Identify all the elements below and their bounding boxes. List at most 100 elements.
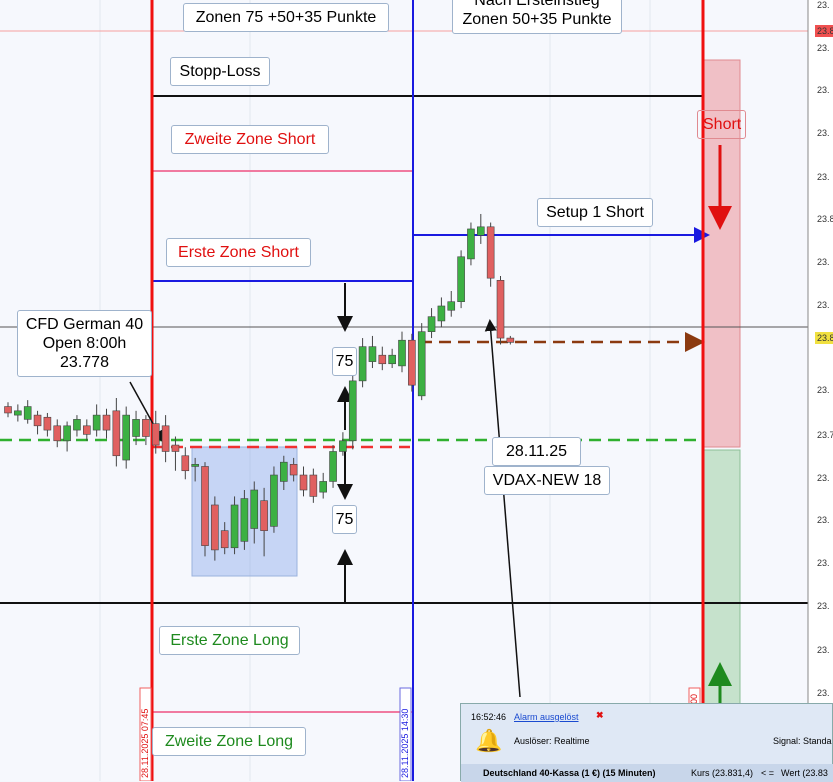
label-line: Nach Ersteinstieg bbox=[474, 0, 600, 9]
label-box: 75 bbox=[332, 505, 357, 534]
candle-body bbox=[417, 331, 426, 397]
candle-body bbox=[250, 489, 259, 529]
label-box: CFD German 40 Open 8:00h 23.778 bbox=[17, 310, 152, 377]
axis-label: 23. bbox=[817, 172, 830, 182]
axis-label: 23. bbox=[817, 601, 830, 611]
label-box: 75 bbox=[332, 347, 357, 376]
axis-label: 23.8 bbox=[817, 214, 833, 224]
candle-body bbox=[83, 425, 91, 435]
popup-value: Wert (23.83 bbox=[781, 768, 828, 778]
vertical-date: 28.11.2025 14:30 bbox=[400, 709, 410, 778]
axis-label: 23. bbox=[817, 558, 830, 568]
label-line: Zonen 50+35 Punkte bbox=[462, 11, 612, 28]
candle-body bbox=[23, 406, 32, 420]
axis-label: 23. bbox=[817, 0, 830, 10]
candle-body bbox=[92, 414, 101, 431]
popup-trigger: Auslöser: Realtime bbox=[514, 736, 590, 746]
label-box: Zweite Zone Short bbox=[171, 125, 329, 154]
candle-body bbox=[63, 425, 71, 442]
candle-body bbox=[408, 339, 416, 386]
axis-label: 23.8 bbox=[817, 26, 833, 36]
candle-body bbox=[506, 337, 515, 343]
candle-body bbox=[102, 414, 111, 431]
label-box: Short bbox=[697, 110, 746, 139]
axis-label: 23. bbox=[817, 128, 830, 138]
candle-body bbox=[496, 280, 505, 339]
candle-body bbox=[378, 354, 387, 365]
label-box: VDAX-NEW 18 bbox=[484, 466, 610, 495]
candle-body bbox=[33, 414, 42, 427]
candle-body bbox=[142, 419, 150, 437]
candle-body bbox=[329, 451, 337, 482]
candle-body bbox=[230, 504, 239, 549]
axis-label: 23. bbox=[817, 473, 830, 483]
candle-body bbox=[348, 380, 357, 442]
label-box: Zweite Zone Long bbox=[152, 727, 306, 756]
axis-label: 23. bbox=[817, 515, 830, 525]
candle-body bbox=[151, 423, 160, 446]
vertical-date: 28.11.2025 07:45 bbox=[140, 709, 150, 778]
axis-label: 23. bbox=[817, 43, 830, 53]
candle-body bbox=[319, 481, 328, 493]
status-bar bbox=[461, 764, 833, 782]
candle-body bbox=[260, 500, 268, 531]
candle-body bbox=[122, 414, 130, 461]
vertical-date: 00 bbox=[689, 694, 699, 704]
axis-label: 23. bbox=[817, 257, 830, 267]
candle-body bbox=[201, 466, 209, 546]
label-box: 28.11.25 bbox=[492, 437, 581, 466]
axis-label: 23. bbox=[817, 645, 830, 655]
candle-body bbox=[358, 346, 367, 382]
axis-label: 23. bbox=[817, 688, 830, 698]
candle-body bbox=[388, 354, 396, 365]
candle-body bbox=[427, 316, 436, 332]
popup-signal: Signal: Standa bbox=[773, 736, 832, 746]
alarm-popup: 16:52:46 Alarm ausgelöst ✖ 🔔 Auslöser: R… bbox=[460, 703, 833, 782]
label-box: Nach Ersteinstieg Zonen 50+35 Punkte bbox=[452, 0, 622, 34]
candle-body bbox=[339, 440, 347, 452]
popup-time: 16:52:46 bbox=[471, 712, 507, 722]
candle-body bbox=[14, 410, 22, 416]
axis-label: 23.8 bbox=[817, 333, 833, 343]
candle-body bbox=[53, 425, 62, 442]
popup-instrument: Deutschland 40-Kassa (1 €) (15 Minuten) bbox=[483, 768, 656, 778]
candle-body bbox=[211, 504, 219, 551]
candle-body bbox=[476, 226, 485, 236]
candle-body bbox=[4, 406, 12, 414]
candle-body bbox=[270, 474, 278, 527]
candle-body bbox=[467, 228, 475, 260]
candle-body bbox=[191, 464, 199, 467]
popup-price: Kurs (23.831,4) bbox=[691, 768, 754, 778]
label-line: CFD German 40 bbox=[25, 316, 144, 333]
candle-body bbox=[220, 530, 229, 549]
label-box: Zonen 75 +50+35 Punkte bbox=[183, 3, 389, 32]
label-box: Erste Zone Long bbox=[159, 626, 300, 655]
label-box: Erste Zone Short bbox=[166, 238, 311, 267]
candle-body bbox=[398, 339, 406, 367]
candle-body bbox=[486, 226, 495, 279]
close-icon[interactable]: ✖ bbox=[596, 710, 604, 720]
candle-body bbox=[43, 416, 52, 431]
label-box: Setup 1 Short bbox=[537, 198, 653, 227]
candle-body bbox=[289, 464, 298, 476]
candle-body bbox=[368, 346, 377, 362]
popup-link[interactable]: Alarm ausgelöst bbox=[514, 712, 579, 722]
axis-label: 23. bbox=[817, 385, 830, 395]
bell-icon: 🔔 bbox=[475, 728, 503, 753]
candle-body bbox=[240, 498, 249, 542]
label-line: 23.778 bbox=[60, 354, 109, 371]
candle-body bbox=[181, 455, 190, 472]
candle-body bbox=[161, 425, 170, 452]
candle-body bbox=[73, 419, 81, 431]
axis-label: 23. bbox=[817, 300, 830, 310]
candle-body bbox=[309, 474, 318, 497]
candle-body bbox=[112, 410, 121, 457]
candle-body bbox=[437, 305, 446, 322]
axis-label: 23. bbox=[817, 85, 830, 95]
candle-body bbox=[279, 461, 288, 482]
candle-body bbox=[299, 474, 308, 491]
candle-body bbox=[132, 419, 140, 437]
candle-body bbox=[447, 301, 456, 311]
